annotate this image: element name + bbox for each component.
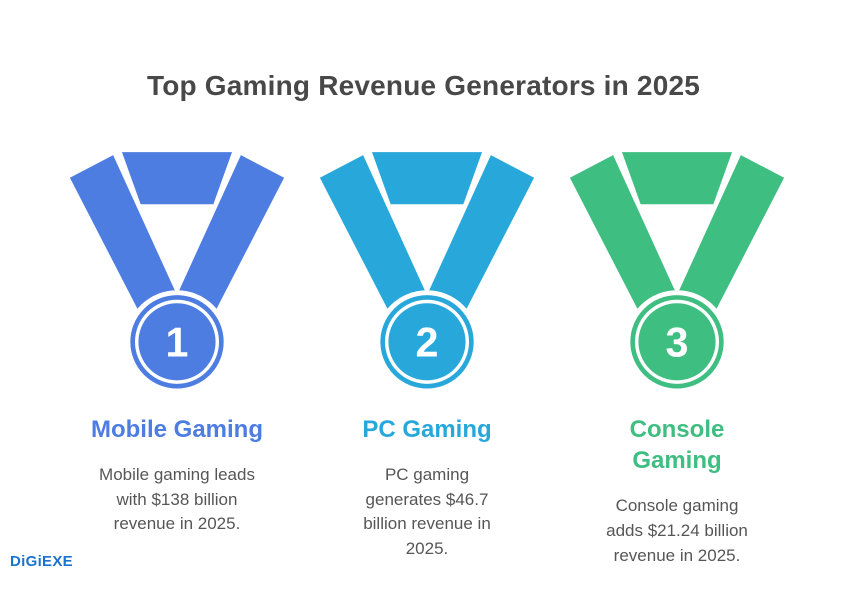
- medal-disc: [125, 290, 229, 394]
- medal-inner-ring: [134, 299, 220, 384]
- rank-number: 2: [416, 320, 439, 366]
- medal-ribbon-icon: 3: [569, 152, 785, 394]
- category-title: Mobile Gaming: [90, 416, 263, 443]
- category-title: PC Gaming: [362, 416, 492, 443]
- ribbon-left-strap: [69, 155, 185, 338]
- rank-item-mobile-gaming: 1 Mobile Gaming Mobile gaming leads with…: [52, 148, 302, 568]
- ribbon-left-strap: [569, 155, 685, 338]
- ribbon-right-strap: [419, 155, 535, 338]
- ribbon-right-strap: [169, 155, 285, 338]
- ribbon-right-strap: [669, 155, 785, 338]
- medal-inner-ring: [634, 299, 720, 384]
- rank-number: 3: [666, 320, 689, 366]
- medal-row: 1 Mobile Gaming Mobile gaming leads with…: [52, 148, 802, 568]
- medal-disc: [625, 290, 729, 394]
- brand-logo: DiGiEXE: [10, 553, 73, 570]
- ribbon-left-strap: [319, 155, 435, 338]
- medal-ribbon-icon: 1: [69, 152, 285, 394]
- rank-item-console-gaming: 3 Console Gaming Console gaming adds $21…: [552, 148, 802, 568]
- category-description: Mobile gaming leads with $138 billion re…: [99, 465, 255, 534]
- rank-number: 1: [166, 320, 189, 366]
- category-description: PC gaming generates $46.7 billion revenu…: [363, 465, 491, 559]
- category-description: Console gaming adds $21.24 billion reven…: [606, 496, 748, 565]
- ribbon-top-band: [121, 152, 233, 205]
- rank-item-pc-gaming: 2 PC Gaming PC gaming generates $46.7 bi…: [302, 148, 552, 568]
- medal-disc: [375, 290, 479, 394]
- category-title: Console Gaming: [629, 416, 725, 475]
- ribbon-top-band: [371, 152, 483, 205]
- medal-inner-ring: [384, 299, 470, 384]
- page-title: Top Gaming Revenue Generators in 2025: [146, 70, 701, 101]
- medal-ribbon-icon: 2: [319, 152, 535, 394]
- infographic: Top Gaming Revenue Generators in 2025 1 …: [10, 70, 802, 570]
- ribbon-top-band: [621, 152, 733, 205]
